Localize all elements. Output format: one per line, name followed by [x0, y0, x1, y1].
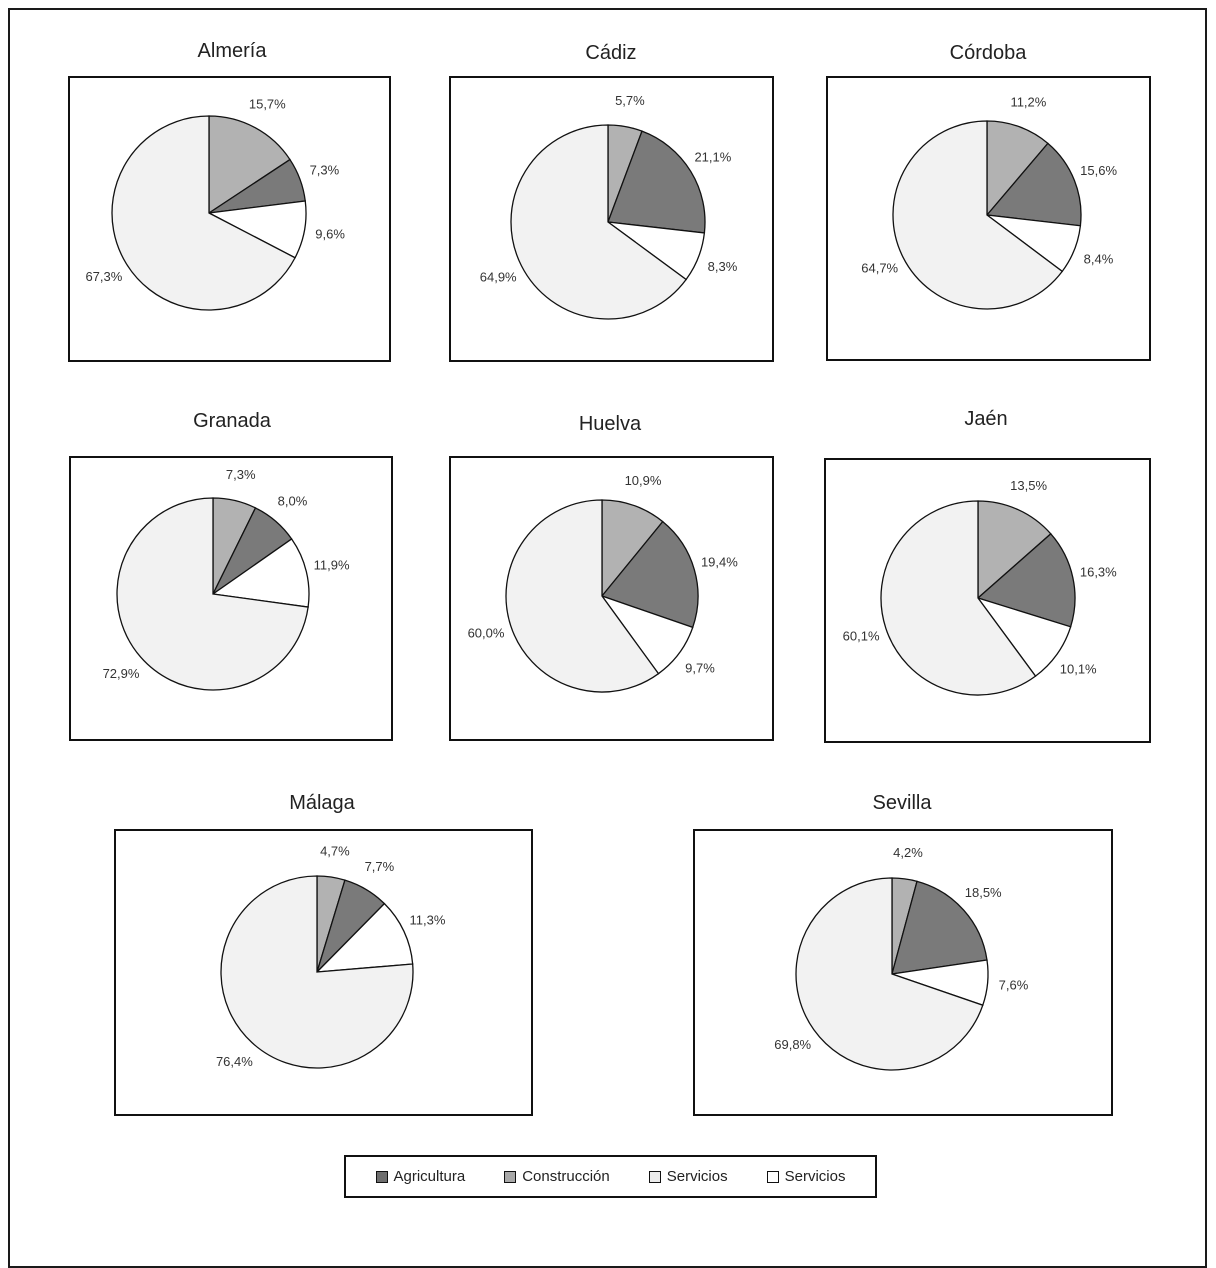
slice-label: 9,6%: [315, 227, 345, 242]
pie-slice: [986, 120, 1049, 217]
chart-panel-almeria: 15,7% 7,3% 9,6% 67,3%: [68, 76, 391, 362]
legend-swatch: [648, 1170, 661, 1183]
chart-panel-huelva: 10,9% 19,4% 9,7% 60,0%: [449, 456, 774, 741]
chart-title-almeria: Almería: [197, 40, 267, 62]
slice-label: 18,5%: [965, 885, 1002, 900]
slice-label: 76,4%: [216, 1054, 253, 1069]
legend-swatch: [504, 1170, 517, 1183]
legend-label: Servicios: [784, 1168, 846, 1185]
pie-chart-cadiz: 5,7% 21,1% 8,3% 64,9%: [480, 93, 738, 320]
slice-label: 64,7%: [861, 261, 898, 276]
legend-swatch: [375, 1170, 388, 1183]
pie-slice: [892, 120, 1064, 310]
slice-label: 7,7%: [365, 859, 395, 874]
slice-label: 15,7%: [249, 97, 286, 112]
slice-label: 8,4%: [1084, 251, 1114, 266]
pie-slice: [880, 500, 1037, 696]
chart-panel-jaen: 13,5% 16,3% 10,1% 60,1%: [824, 458, 1151, 743]
slice-label: 16,3%: [1080, 564, 1117, 579]
pie-slice: [891, 880, 988, 975]
slice-label: 60,0%: [468, 626, 505, 641]
pie-chart-jaen: 13,5% 16,3% 10,1% 60,1%: [843, 478, 1117, 696]
pie-slice: [607, 130, 706, 234]
legend-swatch: [766, 1170, 779, 1183]
pie-slice: [211, 538, 310, 608]
pie-chart-almeria: 15,7% 7,3% 9,6% 67,3%: [85, 97, 345, 311]
chart-title-malaga: Málaga: [289, 792, 355, 814]
pie-slice: [976, 532, 1076, 628]
slice-label: 60,1%: [843, 628, 880, 643]
slice-label: 9,7%: [685, 661, 715, 676]
slice-label: 7,3%: [310, 162, 340, 177]
slice-label: 7,3%: [226, 467, 256, 482]
pie-slice: [111, 115, 296, 311]
legend-label: Servicios: [666, 1168, 728, 1185]
pie-slice: [315, 902, 414, 973]
slice-label: 72,9%: [103, 666, 140, 681]
slice-label: 8,0%: [278, 493, 308, 508]
slice-label: 11,9%: [314, 557, 350, 572]
legend-item-servicios-2: Servicios: [766, 1168, 846, 1185]
legend-label: Agricultura: [393, 1168, 466, 1185]
slice-label: 69,8%: [774, 1037, 811, 1052]
pie-slice: [208, 115, 291, 215]
pie-slice: [116, 497, 309, 691]
chart-panel-granada: 7,3% 8,0% 11,9% 72,9%: [69, 456, 393, 741]
slice-label: 64,9%: [480, 270, 517, 285]
chart-title-cordoba: Córdoba: [949, 42, 1027, 64]
chart-panel-cordoba: 11,2% 15,6% 8,4% 64,7%: [826, 76, 1151, 361]
chart-title-cadiz: Cádiz: [585, 42, 637, 64]
chart-title-jaen: Jaén: [964, 408, 1008, 430]
legend-item-agricultura: Agricultura: [375, 1168, 466, 1185]
pie-slice: [795, 877, 984, 1071]
slice-label: 67,3%: [85, 269, 122, 284]
slice-label: 8,3%: [708, 259, 738, 274]
slice-label: 21,1%: [694, 150, 731, 165]
chart-panel-sevilla: 4,2% 18,5% 7,6% 69,8%: [693, 829, 1113, 1116]
pie-slice: [601, 499, 664, 598]
pie-chart-malaga: 4,7% 7,7% 11,3% 76,4%: [216, 843, 446, 1069]
chart-panel-cadiz: 5,7% 21,1% 8,3% 64,9%: [449, 76, 774, 362]
pie-chart-cordoba: 11,2% 15,6% 8,4% 64,7%: [861, 94, 1117, 310]
slice-label: 13,5%: [1010, 478, 1047, 493]
slice-label: 5,7%: [615, 93, 645, 108]
slice-label: 4,2%: [893, 845, 923, 860]
slice-label: 19,4%: [701, 555, 738, 570]
chart-title-huelva: Huelva: [578, 413, 642, 435]
chart-panel-malaga: 4,7% 7,7% 11,3% 76,4%: [114, 829, 533, 1116]
slice-label: 11,3%: [410, 912, 446, 927]
pie-slice: [510, 124, 688, 320]
pie-slice: [985, 142, 1082, 227]
pie-slice: [505, 499, 660, 693]
pie-chart-granada: 7,3% 8,0% 11,9% 72,9%: [103, 467, 350, 691]
chart-title-sevilla: Sevilla: [872, 792, 932, 814]
slice-label: 10,9%: [625, 473, 662, 488]
pie-chart-sevilla: 4,2% 18,5% 7,6% 69,8%: [774, 845, 1029, 1071]
slice-label: 11,2%: [1010, 94, 1046, 109]
legend-item-construccion: Construcción: [504, 1168, 610, 1185]
pie-slice: [600, 520, 699, 629]
pie-slice: [220, 875, 414, 1069]
slice-label: 4,7%: [320, 843, 350, 858]
slice-label: 15,6%: [1080, 163, 1117, 178]
pie-slice: [977, 500, 1052, 600]
legend-label: Construcción: [522, 1168, 610, 1185]
chart-title-granada: Granada: [193, 410, 271, 432]
slice-label: 10,1%: [1060, 661, 1097, 676]
legend-item-servicios-1: Servicios: [648, 1168, 728, 1185]
slice-label: 7,6%: [999, 977, 1029, 992]
chart-legend: Agricultura Construcción Servicios Servi…: [344, 1155, 877, 1198]
pie-chart-huelva: 10,9% 19,4% 9,7% 60,0%: [468, 473, 738, 693]
